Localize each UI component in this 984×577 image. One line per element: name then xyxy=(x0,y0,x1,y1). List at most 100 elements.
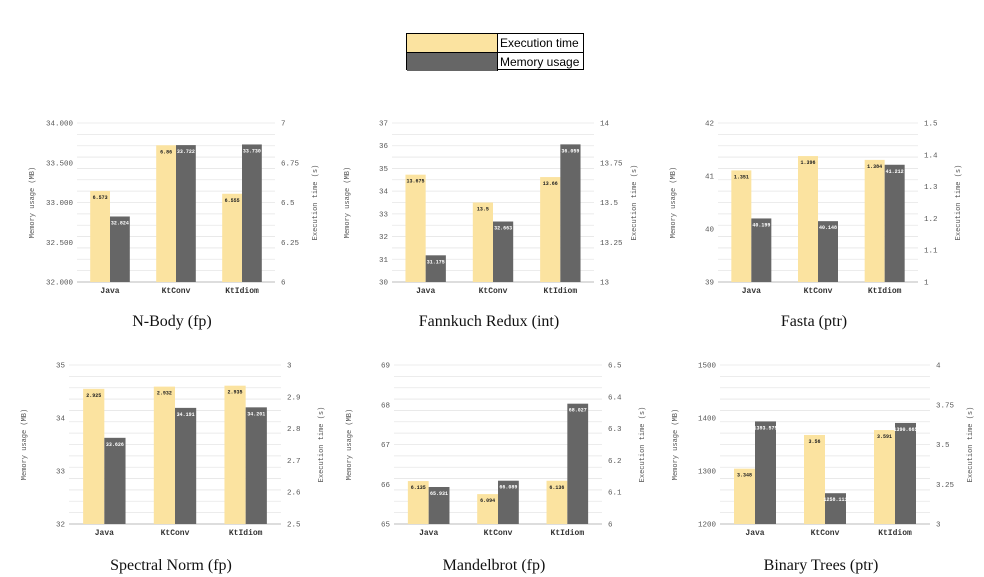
right-tick-label: 13.5 xyxy=(600,200,619,208)
data-label-execution-time: 6.555 xyxy=(225,198,240,204)
right-tick-label: 6.5 xyxy=(281,200,295,208)
right-tick-label: 3.25 xyxy=(936,482,955,490)
left-tick-label: 65 xyxy=(381,522,391,530)
right-tick-label: 6.5 xyxy=(608,363,622,371)
data-label-execution-time: 3.591 xyxy=(877,434,892,440)
right-tick-label: 1.1 xyxy=(924,248,938,256)
left-tick-label: 69 xyxy=(381,363,390,371)
category-label-java: Java xyxy=(745,529,764,538)
y-axis-label-left: Memory usage (MB) xyxy=(670,167,678,238)
bar-memory-usage-ktconv xyxy=(493,221,514,282)
chart-mandelbrot-fp: 65 66 67 68 69 6 6.1 6.2 6.3 6.4 6.5 Memory usage (… xyxy=(346,363,647,575)
category-label-ktidiom: KtIdiom xyxy=(225,287,259,296)
bar-memory-usage-ktidiom xyxy=(884,164,905,282)
chart-caption: Fasta (ptr) xyxy=(781,313,847,330)
category-label-java: Java xyxy=(419,529,438,538)
category-label-ktconv: KtConv xyxy=(161,529,190,538)
category-label-java: Java xyxy=(416,287,435,296)
bar-execution-time-ktidiom xyxy=(540,177,561,282)
chart-caption: N-Body (fp) xyxy=(132,313,212,330)
data-label-memory-usage: 33.626 xyxy=(106,442,124,448)
bar-memory-usage-java xyxy=(751,218,772,282)
left-tick-label: 33 xyxy=(379,211,389,219)
data-label-execution-time: 2.925 xyxy=(86,393,101,399)
data-label-memory-usage: 65.931 xyxy=(430,491,448,497)
data-label-memory-usage: 40.199 xyxy=(752,222,770,228)
bar-execution-time-ktconv xyxy=(798,156,818,282)
right-tick-label: 2.5 xyxy=(287,522,301,530)
left-tick-label: 1300 xyxy=(698,469,717,477)
right-tick-label: 6.4 xyxy=(608,394,622,402)
right-tick-label: 3.5 xyxy=(936,442,950,450)
right-tick-label: 7 xyxy=(281,121,286,129)
data-label-execution-time: 6.573 xyxy=(93,195,108,201)
right-tick-label: 6.25 xyxy=(281,240,300,248)
legend-label-memory-usage: Memory usage xyxy=(500,55,580,69)
right-tick-label: 13.25 xyxy=(600,240,623,248)
bar-execution-time-java xyxy=(90,190,110,282)
bar-execution-time-java xyxy=(734,468,755,524)
right-tick-label: 3 xyxy=(936,522,941,530)
chart-caption: Spectral Norm (fp) xyxy=(110,557,232,574)
category-label-java: Java xyxy=(742,287,761,296)
data-label-memory-usage: 31.175 xyxy=(427,259,445,265)
right-tick-label: 1.4 xyxy=(924,152,938,160)
right-tick-label: 6.75 xyxy=(281,160,300,168)
data-label-execution-time: 6.135 xyxy=(411,485,426,491)
bar-execution-time-java xyxy=(405,174,426,282)
bar-execution-time-ktconv xyxy=(477,494,498,524)
y-axis-label-left: Memory usage (MB) xyxy=(346,409,354,480)
data-label-execution-time: 2.935 xyxy=(228,390,243,396)
bar-memory-usage-java xyxy=(755,421,776,524)
right-tick-label: 2.7 xyxy=(287,458,301,466)
bar-memory-usage-java xyxy=(425,255,446,282)
data-label-memory-usage: 40.148 xyxy=(819,225,837,231)
category-label-ktconv: KtConv xyxy=(811,529,840,538)
legend-label-execution-time: Execution time xyxy=(500,36,579,50)
data-label-memory-usage: 33.730 xyxy=(243,148,261,154)
left-tick-label: 35 xyxy=(379,166,389,174)
chart-n-body-fp: 32.000 32.500 33.000 33.500 34.000 6 6.25 6.5 6.… xyxy=(29,121,320,331)
category-label-ktidiom: KtIdiom xyxy=(551,529,585,538)
left-tick-label: 32.000 xyxy=(46,280,74,288)
bar-execution-time-ktconv xyxy=(804,434,825,524)
category-label-java: Java xyxy=(95,529,114,538)
bar-memory-usage-java xyxy=(104,437,126,524)
data-label-execution-time: 13.66 xyxy=(543,181,558,187)
bar-memory-usage-ktconv xyxy=(498,480,519,524)
left-tick-label: 1200 xyxy=(698,522,717,530)
category-label-java: Java xyxy=(100,287,119,296)
chart-binary-trees-ptr: 1200 1300 1400 1500 3 3.25 3.5 3.75 4 Memory usag… xyxy=(672,363,975,575)
bar-execution-time-java xyxy=(731,170,752,282)
right-tick-label: 1 xyxy=(924,280,929,288)
data-label-memory-usage: 32.824 xyxy=(111,220,129,226)
left-tick-label: 42 xyxy=(705,121,714,129)
left-tick-label: 30 xyxy=(379,280,389,288)
left-tick-label: 33.500 xyxy=(46,160,74,168)
chart-spectral-norm-fp: 32 33 34 35 2.5 2.6 2.7 2.8 2.9 3 Memory usage (MB… xyxy=(21,363,326,575)
data-label-execution-time: 6.86 xyxy=(160,149,172,155)
bar-memory-usage-ktconv xyxy=(175,407,197,524)
left-tick-label: 31 xyxy=(379,257,389,265)
legend-item-memory-usage: Memory usage xyxy=(407,52,583,71)
left-tick-label: 1400 xyxy=(698,416,717,424)
right-tick-label: 14 xyxy=(600,121,610,129)
legend-swatch-memory-usage xyxy=(407,53,498,71)
data-label-memory-usage: 34.201 xyxy=(247,411,265,417)
left-tick-label: 32 xyxy=(379,234,388,242)
bar-execution-time-java xyxy=(407,481,429,524)
right-tick-label: 2.6 xyxy=(287,490,301,498)
right-tick-label: 1.3 xyxy=(924,184,938,192)
left-tick-label: 34.000 xyxy=(46,121,74,129)
bar-execution-time-ktconv xyxy=(156,145,176,282)
data-label-execution-time: 6.136 xyxy=(549,485,564,491)
bar-execution-time-ktidiom xyxy=(546,480,568,524)
data-label-execution-time: 1.396 xyxy=(800,160,815,166)
data-label-execution-time: 6.094 xyxy=(480,498,495,504)
left-tick-label: 32.500 xyxy=(46,240,74,248)
bar-memory-usage-ktconv xyxy=(176,145,196,282)
left-tick-label: 67 xyxy=(381,442,390,450)
data-label-memory-usage: 1390.665 xyxy=(893,427,917,433)
chart-fasta-ptr: 39 40 41 42 1 1.1 1.2 1.3 1.4 1.5 Memory usage (MB… xyxy=(670,121,963,331)
data-label-memory-usage: 66.089 xyxy=(499,485,517,491)
